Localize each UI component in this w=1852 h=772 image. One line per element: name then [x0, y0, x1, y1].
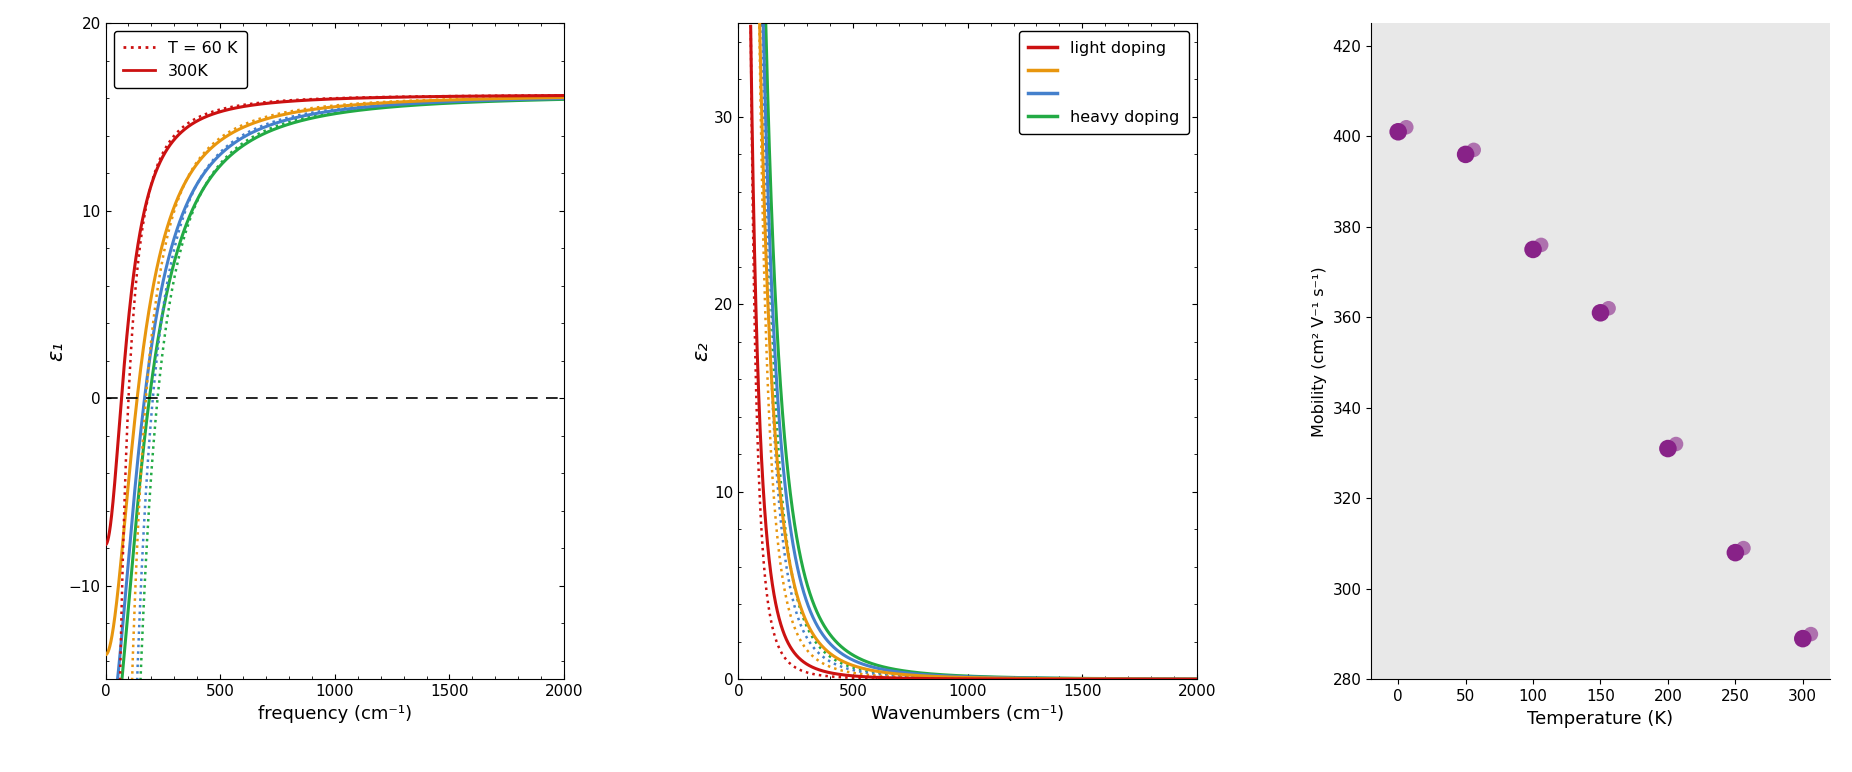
Y-axis label: ε₂: ε₂: [691, 341, 711, 361]
Point: [1661, 438, 1691, 450]
Point: [1519, 243, 1548, 256]
Point: [1654, 442, 1683, 455]
X-axis label: Temperature (K): Temperature (K): [1528, 709, 1674, 728]
Y-axis label: Mobility (cm² V⁻¹ s⁻¹): Mobility (cm² V⁻¹ s⁻¹): [1311, 266, 1326, 437]
X-axis label: frequency (cm⁻¹): frequency (cm⁻¹): [257, 705, 411, 723]
Point: [1459, 144, 1489, 156]
Point: [1383, 126, 1413, 138]
Point: [1595, 302, 1624, 314]
Point: [1728, 542, 1758, 554]
Point: [1787, 632, 1817, 645]
Point: [1721, 547, 1750, 559]
Point: [1450, 148, 1480, 161]
Point: [1526, 239, 1556, 251]
Point: [1796, 628, 1826, 640]
Y-axis label: ε₁: ε₁: [46, 341, 67, 361]
Legend: T = 60 K, 300K: T = 60 K, 300K: [113, 31, 246, 88]
Point: [1585, 306, 1615, 319]
X-axis label: Wavenumbers (cm⁻¹): Wavenumbers (cm⁻¹): [870, 705, 1065, 723]
Legend: light doping, , , heavy doping: light doping, , , heavy doping: [1019, 31, 1189, 134]
Point: [1391, 121, 1420, 134]
